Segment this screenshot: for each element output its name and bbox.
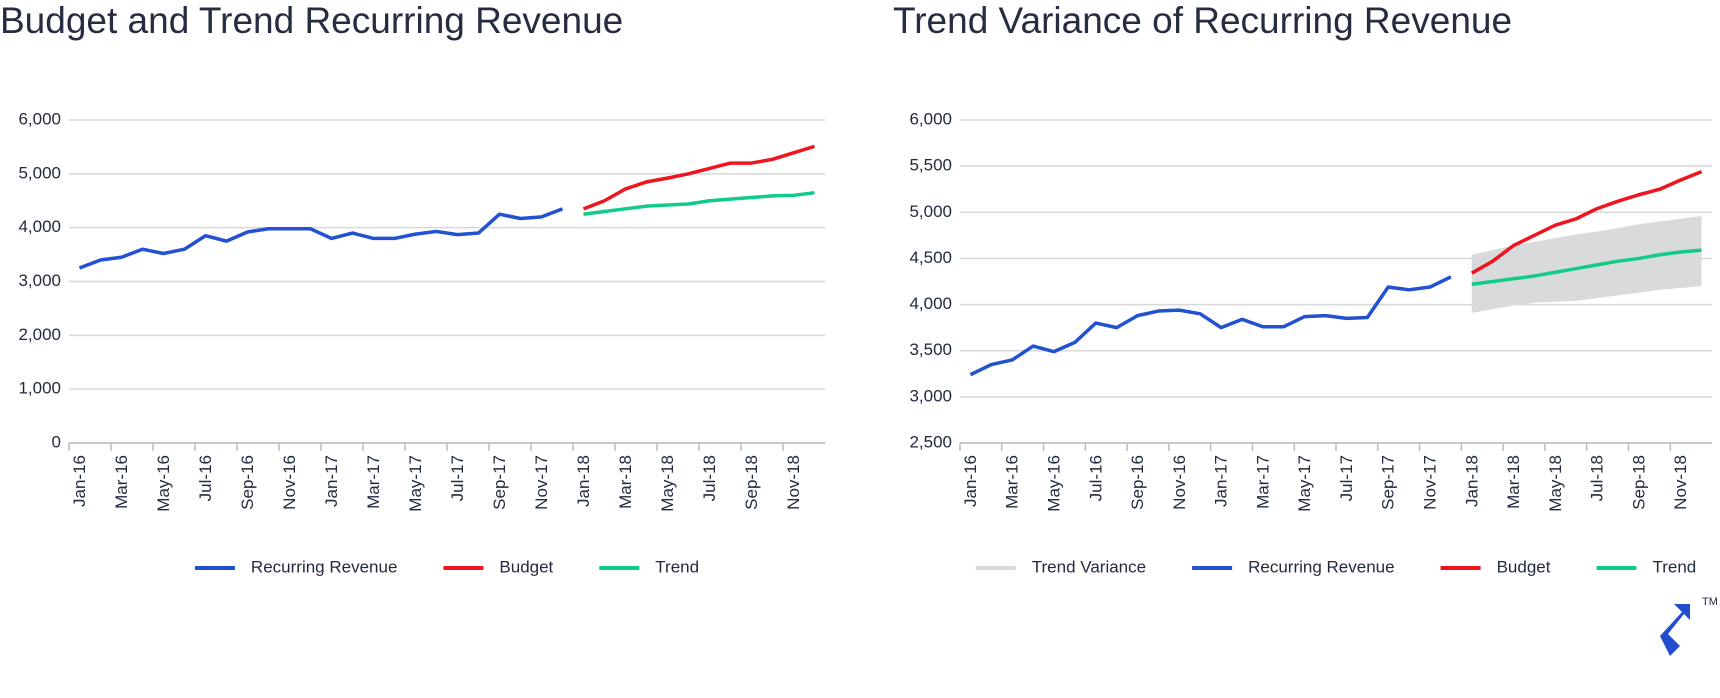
variance-band (1471, 215, 1702, 313)
x-tick-label: May-18 (1546, 455, 1565, 512)
x-tick-label: May-16 (154, 455, 173, 512)
x-tick-label: Nov-17 (1420, 455, 1439, 510)
x-tick-label: Jul-18 (1588, 455, 1607, 501)
y-tick-label: 0 (52, 432, 61, 451)
x-tick-label: Sep-16 (1128, 455, 1147, 510)
x-tick-label: Jan-18 (1462, 455, 1481, 507)
series-line (1470, 170, 1703, 275)
x-tick-label: Sep-18 (742, 455, 761, 510)
x-tick-label: Mar-17 (364, 455, 383, 509)
series-line (583, 190, 815, 216)
legend-label: Budget (1497, 557, 1551, 576)
x-tick-label: Sep-17 (1379, 455, 1398, 510)
legend: Trend Variance Recurring Revenue Budget Tre… (975, 557, 1696, 576)
x-tick-label: Nov-16 (1170, 455, 1189, 510)
y-tick-label: 2,500 (909, 432, 952, 451)
x-tick-label: Jan-17 (322, 455, 341, 507)
x-tick-label: Sep-17 (490, 455, 509, 510)
chart-title: Budget and Trend Recurring Revenue (0, 0, 623, 41)
y-tick-label: 6,000 (909, 109, 952, 128)
x-tick-label: Nov-16 (280, 455, 299, 510)
y-tick-label: 5,000 (909, 202, 952, 221)
chart-title: Trend Variance of Recurring Revenue (893, 0, 1512, 41)
x-tick-label: Jan-17 (1212, 455, 1231, 507)
legend: Recurring Revenue Budget Trend (194, 557, 699, 576)
x-tick-label: Mar-16 (1003, 455, 1022, 509)
legend-label: Trend (655, 557, 699, 576)
x-tick-label: Nov-17 (532, 455, 551, 510)
x-tick-label: Jul-18 (700, 455, 719, 501)
x-tick-label: Nov-18 (784, 455, 803, 510)
series-line (969, 275, 1452, 377)
legend-label: Budget (499, 557, 553, 576)
series-line (78, 207, 564, 270)
logo: TM (1660, 596, 1718, 656)
x-tick-label: Mar-17 (1253, 455, 1272, 509)
x-tick-label: Jul-17 (1337, 455, 1356, 501)
x-tick-label: Jan-16 (70, 455, 89, 507)
x-tick-label: Sep-16 (238, 455, 257, 510)
legend-label: Trend Variance (1032, 557, 1146, 576)
x-tick-label: May-16 (1044, 455, 1063, 512)
y-tick-label: 4,500 (909, 248, 952, 267)
y-tick-label: 3,500 (909, 340, 952, 359)
legend-label: Recurring Revenue (251, 557, 397, 576)
x-tick-label: Jan-16 (961, 455, 980, 507)
series-line (1471, 248, 1702, 287)
x-tick-label: May-18 (658, 455, 677, 512)
legend-label: Recurring Revenue (1248, 557, 1394, 576)
x-tick-label: May-17 (1295, 455, 1314, 512)
x-tick-label: Mar-18 (1504, 455, 1523, 509)
logo-tm: TM (1702, 596, 1718, 608)
series-line (582, 144, 816, 211)
x-tick-label: Jul-17 (448, 455, 467, 501)
y-tick-label: 4,000 (18, 217, 61, 236)
x-tick-label: Mar-16 (112, 455, 131, 509)
logo-mark (1660, 604, 1690, 656)
y-tick-label: 5,000 (18, 163, 61, 182)
y-tick-label: 4,000 (909, 294, 952, 313)
x-tick-label: Nov-18 (1671, 455, 1690, 510)
x-tick-label: Sep-18 (1629, 455, 1648, 510)
y-tick-label: 2,000 (18, 325, 61, 344)
x-tick-label: Jul-16 (1086, 455, 1105, 501)
y-tick-label: 6,000 (18, 109, 61, 128)
x-tick-label: May-17 (406, 455, 425, 512)
x-tick-label: Jul-16 (196, 455, 215, 501)
y-tick-label: 5,500 (909, 156, 952, 175)
x-tick-label: Mar-18 (616, 455, 635, 509)
y-tick-label: 1,000 (18, 379, 61, 398)
y-tick-label: 3,000 (18, 271, 61, 290)
x-tick-label: Jan-18 (574, 455, 593, 507)
y-tick-label: 3,000 (909, 386, 952, 405)
legend-label: Trend (1652, 557, 1696, 576)
